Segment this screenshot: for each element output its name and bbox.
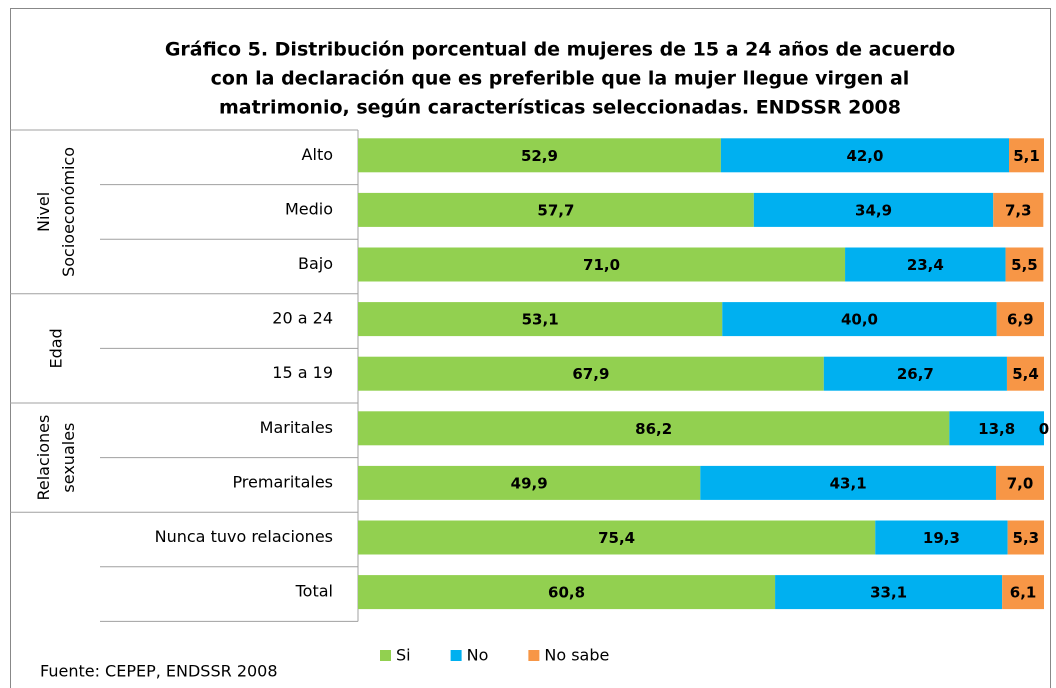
bar-segment	[700, 465, 996, 500]
value-label: 19,3	[923, 529, 960, 547]
bar-segment	[1005, 247, 1044, 282]
bar-segment	[1006, 356, 1044, 391]
value-label: 5,5	[1011, 256, 1038, 274]
legend-label: No sabe	[544, 646, 609, 665]
group-label: sexuales	[59, 423, 78, 493]
bar-segment	[358, 356, 824, 391]
value-label: 0	[1039, 420, 1049, 438]
group-label: Nivel	[34, 192, 53, 232]
value-label: 5,1	[1013, 147, 1040, 165]
value-label: 71,0	[583, 256, 620, 274]
group-label: Socioeconómico	[59, 147, 78, 277]
legend-label: No	[467, 646, 489, 665]
bar-segment	[753, 192, 994, 227]
value-label: 6,1	[1010, 584, 1037, 602]
group-label: Edad	[47, 328, 66, 368]
y-tick-label: Bajo	[298, 254, 333, 273]
bar-segment	[358, 302, 723, 337]
value-label: 43,1	[830, 474, 867, 492]
value-label: 26,7	[897, 365, 934, 383]
value-label: 7,3	[1005, 201, 1032, 219]
y-tick-label: Alto	[302, 145, 333, 164]
value-label: 40,0	[841, 311, 878, 329]
source: Fuente: CEPEP, ENDSSR 2008	[40, 662, 278, 681]
bar-segment	[358, 138, 721, 173]
bar-segment	[358, 520, 876, 555]
value-label: 67,9	[572, 365, 609, 383]
value-label: 33,1	[870, 584, 907, 602]
bar-segment	[875, 520, 1008, 555]
bar-segment	[1009, 138, 1044, 173]
bar-segment	[358, 411, 950, 446]
bar-segment	[358, 575, 776, 610]
value-label: 53,1	[522, 311, 559, 329]
value-label: 60,8	[548, 584, 585, 602]
bar-segment	[1007, 520, 1044, 555]
y-tick-label: Total	[295, 582, 333, 601]
legend-swatch	[450, 650, 462, 661]
bar-segment	[358, 247, 846, 282]
value-label: 5,4	[1012, 365, 1039, 383]
bar-segment	[1002, 575, 1044, 610]
legend-label: Si	[396, 646, 411, 665]
legend-swatch	[380, 650, 391, 661]
value-label: 13,8	[978, 420, 1015, 438]
value-label: 75,4	[598, 529, 635, 547]
y-tick-label: Medio	[285, 199, 333, 218]
chart-title: matrimonio, según características selecc…	[219, 97, 901, 119]
value-label: 7,0	[1007, 474, 1034, 492]
bar-segment	[775, 575, 1003, 610]
value-label: 34,9	[855, 201, 892, 219]
bar-segment	[949, 411, 1044, 446]
y-tick-label: 20 a 24	[272, 309, 333, 328]
chart-title: Gráfico 5. Distribución porcentual de mu…	[165, 39, 955, 61]
value-label: 6,9	[1007, 311, 1034, 329]
bar-segment	[995, 465, 1044, 500]
y-tick-label: Maritales	[260, 418, 333, 437]
bar-segment	[845, 247, 1006, 282]
value-label: 23,4	[907, 256, 944, 274]
value-label: 86,2	[635, 420, 672, 438]
bar-segment	[358, 192, 754, 227]
y-tick-label: Premaritales	[232, 472, 333, 491]
value-label: 5,3	[1013, 529, 1040, 547]
value-label: 52,9	[521, 147, 558, 165]
value-label: 42,0	[846, 147, 883, 165]
bar-segment	[996, 302, 1044, 337]
group-label: Relaciones	[34, 415, 53, 501]
y-tick-label: 15 a 19	[272, 363, 333, 382]
bar-segment	[720, 138, 1010, 173]
bar-segment	[993, 192, 1044, 227]
bar-segment	[823, 356, 1007, 391]
chart-title: con la declaración que es preferible que…	[211, 68, 910, 90]
y-tick-label: Nunca tuvo relaciones	[155, 527, 333, 546]
value-label: 49,9	[511, 474, 548, 492]
legend-swatch	[528, 650, 540, 661]
bar-segment	[722, 302, 997, 337]
bar-segment	[358, 465, 701, 500]
value-label: 57,7	[537, 201, 574, 219]
